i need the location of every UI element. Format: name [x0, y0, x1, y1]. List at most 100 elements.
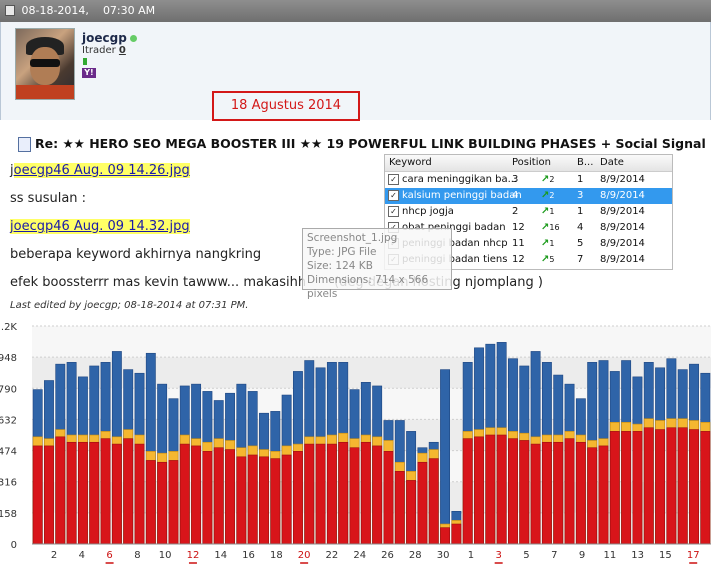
best-cell: 1 [577, 174, 584, 185]
chart-band [32, 481, 711, 513]
bar-red [666, 427, 677, 545]
bar-blue [440, 369, 450, 545]
bar-red [213, 447, 224, 545]
attachment-link-2[interactable]: joecgp46 Aug. 09 14.32.jpg [10, 219, 190, 234]
bar-red [428, 458, 439, 545]
column-header-date[interactable]: Date [600, 157, 624, 168]
bar-red [700, 431, 711, 545]
bar-red [451, 523, 462, 545]
chart-band [32, 512, 711, 544]
bar-red [111, 443, 122, 545]
position-change-cell: ↗1 [541, 206, 555, 217]
bar-red [338, 441, 349, 545]
bar-red [462, 438, 473, 545]
bar-red [89, 441, 100, 545]
edited-note: Last edited by joecgp; 08-18-2014 at 07:… [10, 300, 249, 311]
x-tick-label: 8 [134, 550, 140, 561]
chart-band [32, 450, 711, 482]
tooltip-file-size: Size: 124 KB [307, 260, 373, 272]
date-cell: 8/9/2014 [600, 174, 645, 185]
keyword-checkbox[interactable]: ✓ [388, 190, 399, 201]
itrader-value-link[interactable]: 0 [118, 45, 126, 56]
keyword-checkbox[interactable]: ✓ [388, 206, 399, 217]
ranking-chart: 0 158 316 474 632 790 948.2K 2 4 6 8 10 12 14 16 18 20 22… [0, 322, 711, 568]
post-time: 07:30 AM [102, 4, 156, 17]
bar-red [281, 454, 292, 545]
x-tick-label: 9 [579, 550, 585, 561]
x-tick-label: 2 [51, 550, 57, 561]
bar-red [236, 456, 247, 545]
bar-red [225, 449, 235, 545]
x-tick-label: 16 [242, 550, 255, 561]
avatar[interactable] [15, 28, 75, 100]
up-arrow-icon: ↗ [541, 222, 550, 233]
attachment-link-1[interactable]: oecgp46 Aug. 09 14.26.jpg [13, 163, 190, 178]
bar-red [485, 434, 496, 545]
itrader-rating: Itrader 0 [82, 45, 126, 56]
bar-red [655, 429, 666, 545]
keyword-row[interactable]: ✓ cara meninggikan ba... 3 ↗2 1 8/9/2014 [385, 172, 672, 188]
bar-red [123, 438, 134, 545]
bar-red [689, 429, 699, 545]
position-cell: 4 [512, 190, 519, 201]
bar-red [598, 445, 609, 545]
bar-red [293, 451, 303, 545]
date-cell: 8/9/2014 [600, 206, 645, 217]
attachment-2-line: joecgp46 Aug. 09 14.32.jpg [10, 219, 190, 234]
keyword-row[interactable]: ✓ nhcp jogja 2 ↗1 1 8/9/2014 [385, 204, 672, 220]
attachment-1-line: joecgp46 Aug. 09 14.26.jpg [10, 163, 190, 178]
up-arrow-icon: ↗ [541, 238, 550, 249]
bar-red [179, 443, 190, 545]
keyword-cell: obat peninggi badan [402, 222, 506, 233]
bar-red [326, 443, 337, 545]
bar-red [247, 454, 258, 545]
bar-red [360, 441, 371, 545]
up-arrow-icon: ↗ [541, 254, 550, 265]
y-tick-label: 632 [0, 415, 17, 426]
x-tick-label: 14 [214, 550, 227, 561]
keyword-row[interactable]: ✓ kalsium peninggi badan 4 ↗2 3 8/9/2014 [385, 188, 672, 204]
bar-red [44, 445, 54, 545]
username-link[interactable]: joecgp [82, 31, 137, 45]
chart-band [32, 419, 711, 451]
message-line-1: ss susulan : [10, 191, 87, 206]
column-header-best[interactable]: B... [577, 157, 594, 168]
tooltip-file-name: Screenshot_1.jpg [307, 232, 398, 244]
x-tick-label: 26 [381, 550, 394, 561]
best-cell: 3 [577, 190, 584, 201]
best-cell: 5 [577, 238, 584, 249]
column-header-keyword[interactable]: Keyword [389, 157, 432, 168]
x-tick-label: 28 [409, 550, 422, 561]
keyword-checkbox[interactable]: ✓ [388, 174, 399, 185]
bar-red [55, 436, 66, 545]
position-change-cell: ↗16 [541, 222, 560, 233]
position-cell: 2 [512, 206, 519, 217]
y-tick-label: 948 [0, 353, 17, 364]
x-tick-label: 18 [270, 550, 283, 561]
keyword-table-header: Keyword Position B... Date [385, 155, 672, 172]
date-cell: 8/9/2014 [600, 222, 645, 233]
bar-red [134, 443, 145, 545]
bar-red [508, 438, 518, 545]
x-tick-label: 10 [159, 550, 172, 561]
bar-red [145, 460, 156, 545]
reputation-icon [83, 58, 87, 65]
x-tick-label: 3 [495, 550, 501, 561]
x-tick-label: 15 [659, 550, 672, 561]
bar-red [406, 480, 417, 545]
up-arrow-icon: ↗ [541, 174, 550, 185]
bar-red [474, 436, 484, 545]
keyword-cell: nhcp jogja [402, 206, 454, 217]
x-tick-label: 20 [298, 550, 311, 561]
position-change-cell: ↗1 [541, 238, 555, 249]
column-header-position[interactable]: Position [512, 157, 551, 168]
document-icon [18, 137, 31, 152]
bar-red [259, 456, 269, 545]
yahoo-messenger-icon[interactable]: Y! [82, 68, 96, 78]
bar-red [643, 427, 654, 545]
thread-title: Re: ★★ HERO SEO MEGA BOOSTER III ★★ 19 P… [18, 136, 706, 152]
y-tick-label: .2K [1, 322, 18, 333]
message-line-2: beberapa keyword akhirnya nangkring [10, 247, 262, 262]
